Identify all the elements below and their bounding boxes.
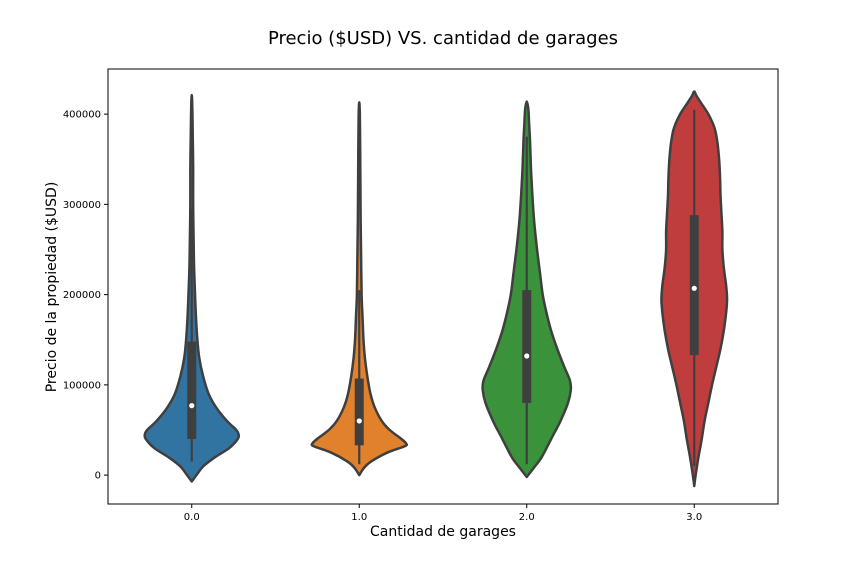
- x-tick-label: 2.0: [519, 512, 535, 523]
- y-tick-label: 200000: [63, 290, 101, 301]
- y-tick-label: 0: [95, 471, 101, 482]
- violin-body-1.0: [310, 101, 409, 477]
- violins-group: [143, 90, 729, 488]
- y-axis-label: Precio de la propiedad ($USD): [44, 182, 60, 393]
- x-tick-label: 1.0: [351, 512, 367, 523]
- violin-median-point-1.0: [356, 418, 362, 424]
- x-tick-label: 0.0: [184, 512, 200, 523]
- violin-median-point-0.0: [189, 403, 195, 409]
- y-tick-label: 100000: [63, 380, 101, 391]
- x-axis: 0.0 1.0 2.0 3.0: [184, 504, 702, 523]
- y-tick-label: 400000: [63, 110, 101, 121]
- violin-iqr-box-0.0: [187, 341, 197, 440]
- x-axis-label: Cantidad de garages: [370, 524, 516, 540]
- x-tick-label: 3.0: [686, 512, 702, 523]
- plot-frame: [107, 68, 779, 505]
- violin-median-point-3.0: [691, 285, 697, 291]
- y-axis: 0 100000 200000 300000 400000: [63, 110, 108, 482]
- violin-iqr-box-3.0: [689, 215, 699, 356]
- violin-median-point-2.0: [524, 353, 530, 359]
- chart-title: Precio ($USD) VS. cantidad de garages: [268, 28, 618, 49]
- violin-iqr-box-2.0: [522, 290, 532, 403]
- violin-iqr-box-1.0: [354, 378, 364, 446]
- y-tick-label: 300000: [63, 200, 101, 211]
